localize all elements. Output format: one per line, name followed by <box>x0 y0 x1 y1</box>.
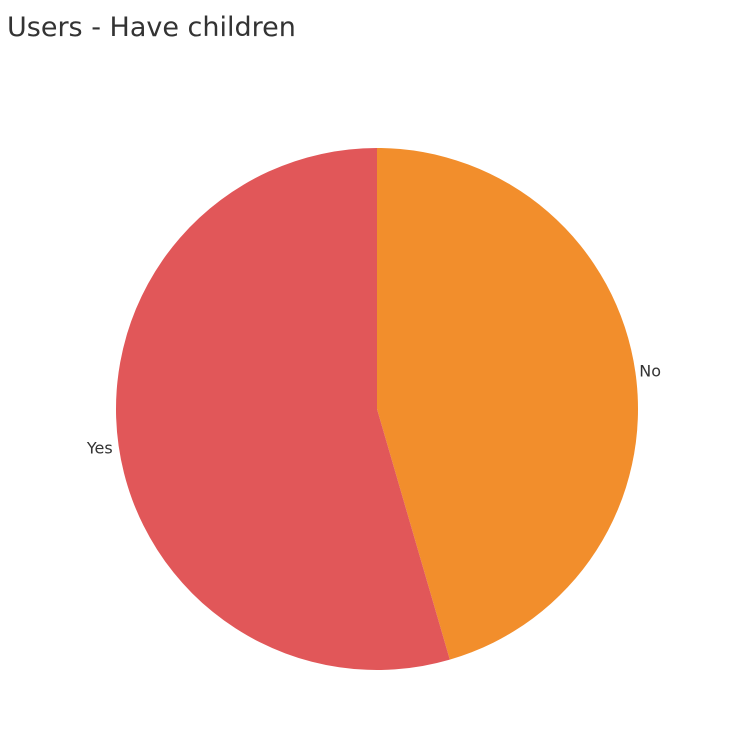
pie-label-no: No <box>639 361 661 380</box>
pie-labels: No Yes <box>86 361 661 457</box>
pie-slice-yes <box>116 148 450 670</box>
pie-slice-no <box>377 148 639 660</box>
pie-label-yes: Yes <box>86 439 113 458</box>
chart-title: Users - Have children <box>7 12 296 43</box>
pie-slices <box>116 148 639 670</box>
